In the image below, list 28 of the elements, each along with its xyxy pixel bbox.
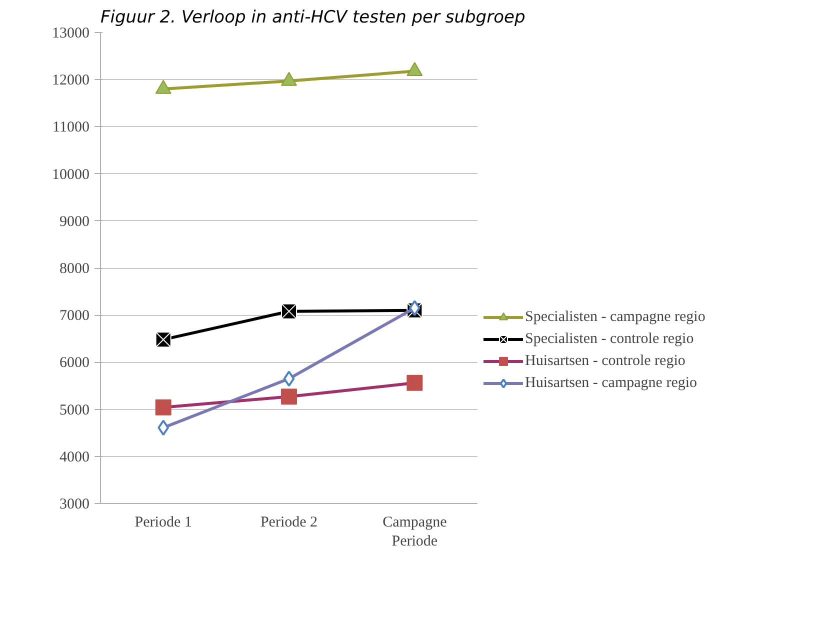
y-tick-label: 9000 <box>60 214 90 230</box>
point <box>281 72 297 86</box>
y-tick-label: 12000 <box>52 72 90 89</box>
legend-label: Specialisten - controle regio <box>525 330 694 348</box>
y-tick-label: 10000 <box>52 166 90 183</box>
point <box>281 303 297 320</box>
x-tick-label: Periode 1 <box>134 514 192 530</box>
point <box>155 332 172 348</box>
point <box>281 388 297 405</box>
point <box>406 374 423 391</box>
x-tick-label: Periode 2 <box>260 514 318 530</box>
x-tick-label: Campagne Periode <box>382 514 448 550</box>
point <box>155 80 172 94</box>
y-tick-label: 11000 <box>52 120 90 136</box>
legend-label: Huisartsen - campagne regio <box>525 374 698 392</box>
point <box>283 370 295 387</box>
point <box>406 62 423 76</box>
y-tick-label: 13000 <box>52 26 90 42</box>
y-tick-label: 8000 <box>60 261 90 277</box>
y-tick-label: 4000 <box>60 449 90 466</box>
point <box>155 399 172 416</box>
y-tick-label: 6000 <box>60 355 90 372</box>
y-tick-label: 7000 <box>60 308 90 324</box>
legend-label: Huisartsen - controle regio <box>525 352 686 370</box>
y-tick-label: 5000 <box>60 402 90 418</box>
legend-label: Specialisten - campagne regio <box>525 308 706 326</box>
chart-title: Figuur 2. Verloop in anti-HCV testen per subgroep <box>100 8 526 28</box>
y-tick-label: 3000 <box>60 496 90 512</box>
